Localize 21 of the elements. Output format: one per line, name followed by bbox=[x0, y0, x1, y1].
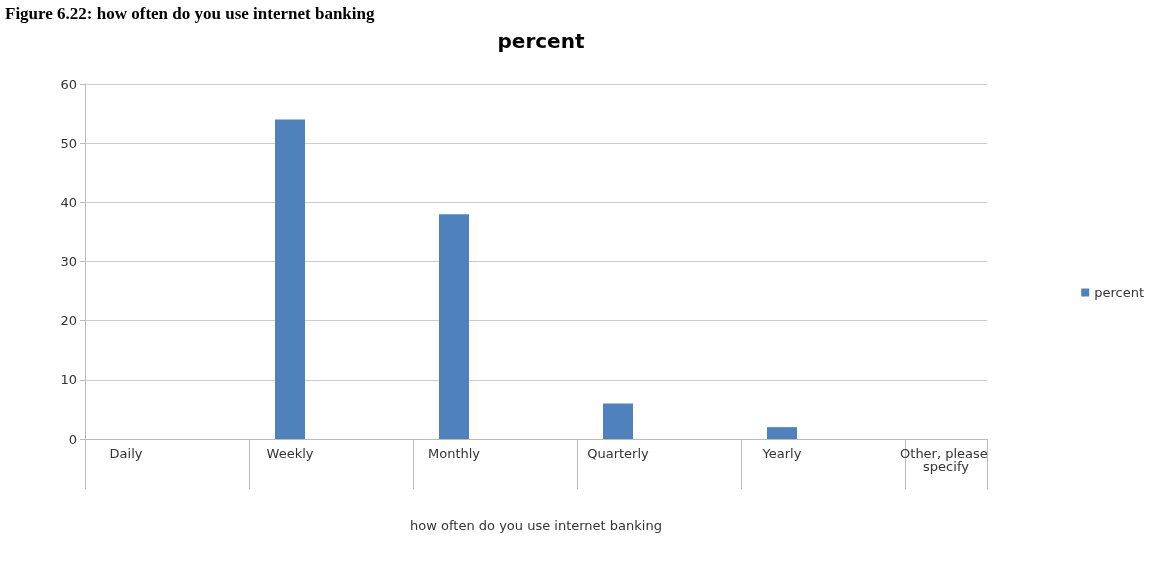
y-tick-label: 60 bbox=[60, 76, 77, 92]
bar bbox=[439, 214, 469, 439]
bar bbox=[275, 119, 305, 439]
y-tick-label: 50 bbox=[60, 135, 77, 151]
x-tick-label: Yearly bbox=[761, 446, 802, 461]
bar bbox=[603, 403, 633, 439]
x-axis-title: how often do you use internet banking bbox=[410, 518, 662, 533]
x-tick-label: Daily bbox=[109, 446, 143, 461]
chart-title: Figure 6.22: how often do you use internet banking bbox=[5, 4, 375, 23]
y-tick-label: 0 bbox=[68, 431, 77, 447]
y-tick-label: 40 bbox=[60, 194, 77, 210]
x-tick-label: Quarterly bbox=[587, 446, 650, 461]
y-tick-label: 20 bbox=[60, 313, 77, 329]
legend-label: percent bbox=[1094, 285, 1145, 300]
x-tick-label: Other, please specify bbox=[900, 446, 992, 474]
chart-subtitle: percent bbox=[497, 29, 585, 53]
x-tick-label: Monthly bbox=[427, 446, 481, 461]
y-tick-label: 30 bbox=[60, 254, 77, 269]
y-tick-label: 10 bbox=[60, 372, 77, 388]
bar bbox=[767, 427, 797, 439]
x-tick-label: Weekly bbox=[266, 446, 314, 461]
